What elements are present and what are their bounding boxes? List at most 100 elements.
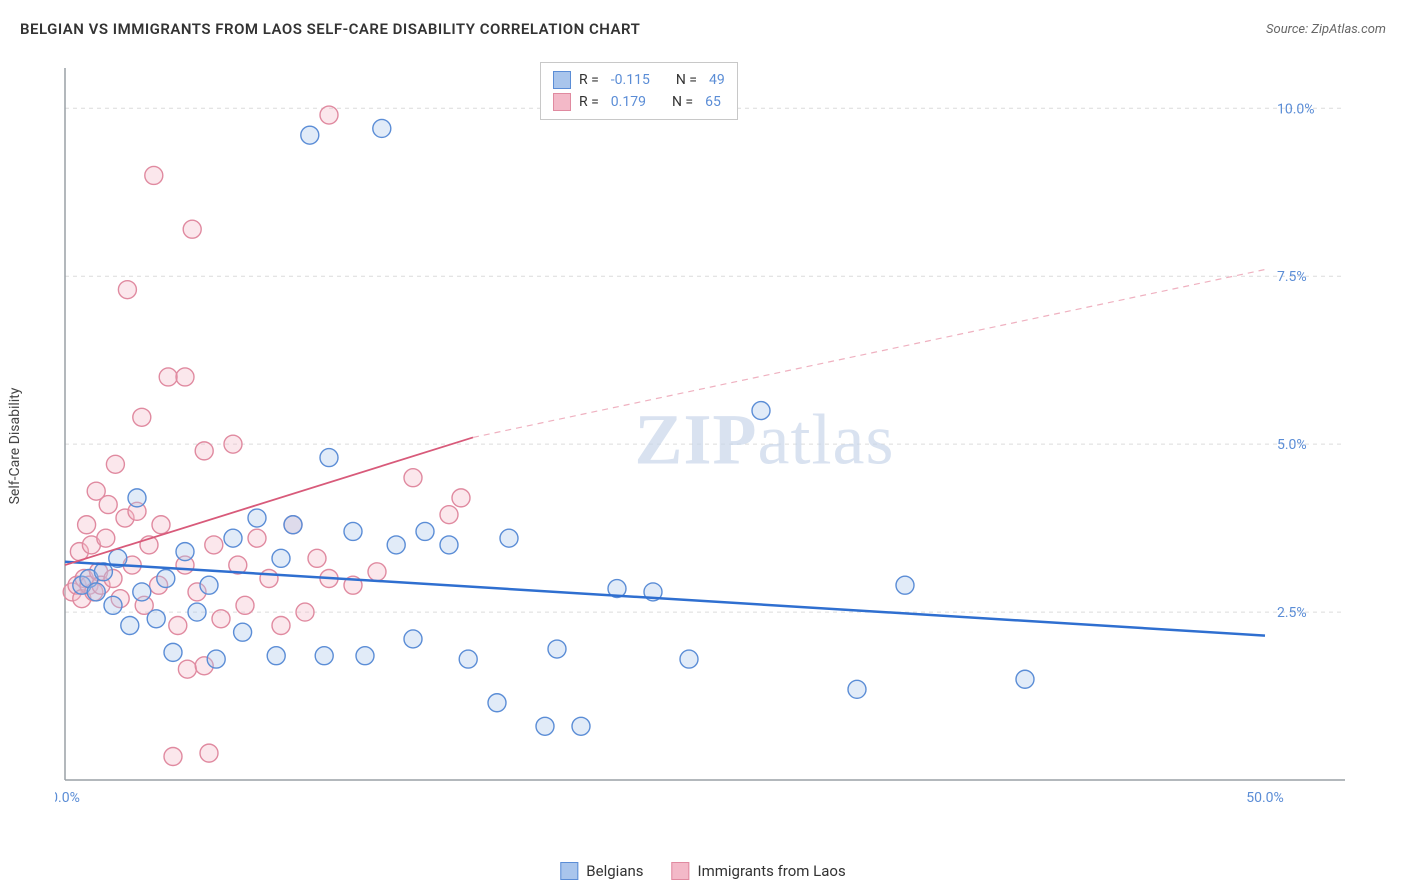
legend-series-belgians: Belgians [560, 862, 643, 880]
point-laos [404, 469, 422, 487]
y-tick-label: 7.5% [1277, 269, 1307, 285]
series-legend: Belgians Immigrants from Laos [560, 862, 845, 880]
point-belgians [164, 643, 182, 661]
point-belgians [284, 516, 302, 534]
point-belgians [157, 569, 175, 587]
point-belgians [416, 522, 434, 540]
point-laos [152, 516, 170, 534]
r-value: 0.179 [611, 91, 646, 113]
y-tick-label: 10.0% [1277, 101, 1315, 117]
point-belgians [272, 549, 290, 567]
point-belgians [344, 522, 362, 540]
point-laos [183, 220, 201, 238]
point-belgians [147, 610, 165, 628]
point-laos [452, 489, 470, 507]
point-laos [78, 516, 96, 534]
point-belgians [356, 647, 374, 665]
point-laos [99, 496, 117, 514]
point-laos [224, 435, 242, 453]
point-belgians [488, 694, 506, 712]
scatter-chart: 2.5% 5.0% 7.5% 10.0% 0.0% 50.0% [55, 60, 1345, 820]
chart-header: BELGIAN VS IMMIGRANTS FROM LAOS SELF-CAR… [20, 20, 1386, 38]
point-laos [97, 529, 115, 547]
point-laos [195, 442, 213, 460]
point-belgians [373, 119, 391, 137]
point-laos [272, 617, 290, 635]
y-tick-label: 2.5% [1277, 605, 1307, 621]
point-belgians [500, 529, 518, 547]
x-tick-label: 50.0% [1246, 790, 1284, 806]
trendline-laos-dash [473, 270, 1265, 438]
point-laos [106, 455, 124, 473]
point-laos [260, 569, 278, 587]
point-laos [236, 596, 254, 614]
point-belgians [234, 623, 252, 641]
n-value: 65 [705, 91, 721, 113]
point-laos [296, 603, 314, 621]
point-belgians [896, 576, 914, 594]
y-axis-label: Self-Care Disability [7, 388, 23, 505]
point-belgians [104, 596, 122, 614]
point-belgians [301, 126, 319, 144]
point-laos [320, 106, 338, 124]
point-belgians [404, 630, 422, 648]
chart-title: BELGIAN VS IMMIGRANTS FROM LAOS SELF-CAR… [20, 20, 640, 38]
x-tick-label: 0.0% [55, 790, 80, 806]
point-belgians [387, 536, 405, 554]
point-laos [205, 536, 223, 554]
point-belgians [459, 650, 477, 668]
point-belgians [121, 617, 139, 635]
point-laos [169, 617, 187, 635]
point-laos [308, 549, 326, 567]
point-belgians [548, 640, 566, 658]
point-laos [118, 281, 136, 299]
point-belgians [200, 576, 218, 594]
legend-series-label: Belgians [586, 862, 643, 880]
point-belgians [176, 543, 194, 561]
swatch-icon [553, 71, 571, 89]
y-tick-label: 5.0% [1277, 437, 1307, 453]
r-label: R = [579, 91, 599, 113]
point-laos [164, 747, 182, 765]
legend-stat-belgians: R =-0.115N =49 [553, 69, 725, 91]
source-attribution: Source: ZipAtlas.com [1266, 22, 1386, 37]
point-laos [440, 506, 458, 524]
legend-series-laos: Immigrants from Laos [672, 862, 846, 880]
point-laos [248, 529, 266, 547]
point-belgians [752, 402, 770, 420]
point-laos [212, 610, 230, 628]
legend-stat-laos: R = 0.179 N = 65 [553, 91, 725, 113]
point-laos [200, 744, 218, 762]
point-belgians [440, 536, 458, 554]
point-belgians [188, 603, 206, 621]
point-belgians [224, 529, 242, 547]
point-laos [133, 408, 151, 426]
n-label: N = [672, 91, 693, 113]
swatch-icon [560, 862, 578, 880]
point-belgians [1016, 670, 1034, 688]
point-belgians [320, 449, 338, 467]
point-laos [178, 660, 196, 678]
point-belgians [315, 647, 333, 665]
point-belgians [87, 583, 105, 601]
point-belgians [207, 650, 225, 668]
point-laos [176, 368, 194, 386]
point-laos [159, 368, 177, 386]
swatch-icon [672, 862, 690, 880]
point-belgians [536, 717, 554, 735]
point-belgians [572, 717, 590, 735]
n-label: N = [676, 69, 697, 91]
r-label: R = [579, 69, 599, 91]
swatch-icon [553, 93, 571, 111]
legend-series-label: Immigrants from Laos [698, 862, 846, 880]
point-belgians [248, 509, 266, 527]
point-belgians [848, 680, 866, 698]
point-belgians [267, 647, 285, 665]
r-value: -0.115 [611, 69, 650, 91]
correlation-legend: R =-0.115N =49R =0.179N =65 [540, 62, 738, 120]
point-laos [145, 166, 163, 184]
point-belgians [680, 650, 698, 668]
point-belgians [128, 489, 146, 507]
point-belgians [133, 583, 151, 601]
trendline-laos-solid [65, 437, 473, 565]
